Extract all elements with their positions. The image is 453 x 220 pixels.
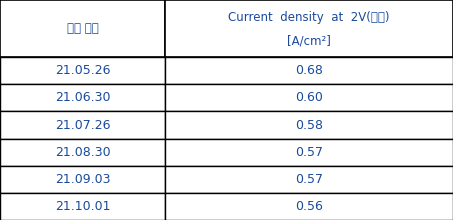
Text: 21.09.03: 21.09.03	[55, 173, 111, 186]
Text: 21.10.01: 21.10.01	[55, 200, 111, 213]
Bar	[165, 166, 453, 193]
Bar	[165, 84, 453, 112]
Text: 21.05.26: 21.05.26	[55, 64, 111, 77]
Bar	[0, 139, 165, 166]
Text: 실험 일자: 실험 일자	[67, 22, 99, 35]
Text: 0.57: 0.57	[295, 173, 323, 186]
Text: 21.06.30: 21.06.30	[55, 91, 111, 104]
Bar	[0, 57, 165, 84]
Bar	[165, 139, 453, 166]
Text: 0.68: 0.68	[295, 64, 323, 77]
Text: 0.60: 0.60	[295, 91, 323, 104]
Bar	[165, 0, 453, 57]
Bar	[0, 0, 165, 57]
Bar	[165, 193, 453, 220]
Bar	[0, 112, 165, 139]
Text: 0.57: 0.57	[295, 146, 323, 159]
Text: 21.08.30: 21.08.30	[55, 146, 111, 159]
Text: 0.58: 0.58	[295, 119, 323, 132]
Text: [A/cm²]: [A/cm²]	[287, 35, 331, 48]
Bar	[0, 166, 165, 193]
Bar	[165, 112, 453, 139]
Bar	[0, 193, 165, 220]
Text: 0.56: 0.56	[295, 200, 323, 213]
Text: Current  density  at  2V(평균): Current density at 2V(평균)	[228, 11, 390, 24]
Bar	[165, 57, 453, 84]
Text: 21.07.26: 21.07.26	[55, 119, 111, 132]
Bar	[0, 84, 165, 112]
